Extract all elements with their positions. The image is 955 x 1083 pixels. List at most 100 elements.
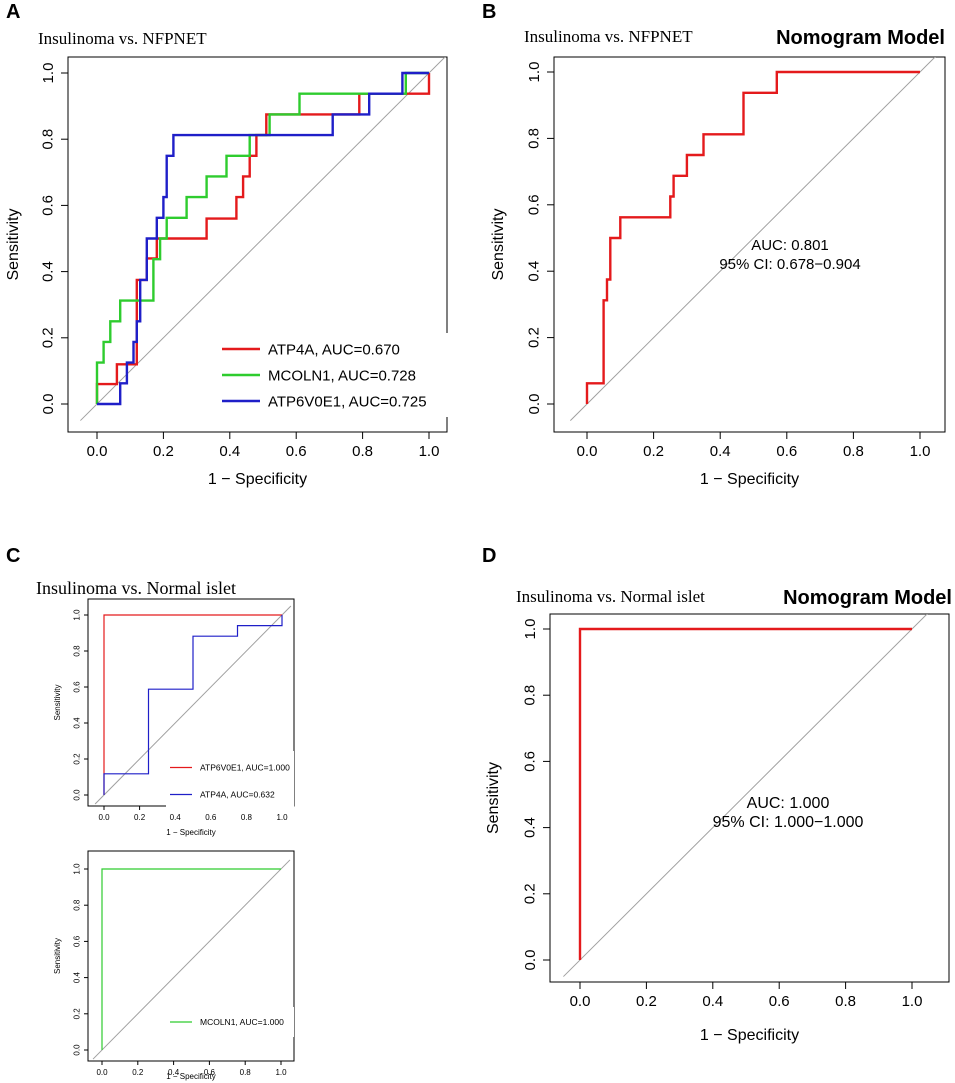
panel-b-x-tick-label: 0.2: [643, 443, 664, 460]
panel-label-c: C: [6, 545, 20, 567]
panel-c2-x-tick-label: 0.6: [204, 1068, 216, 1077]
panel-b-diagonal-line: [569, 57, 936, 421]
panel-c2-y-tick-label: 0.8: [73, 899, 82, 911]
panel-d-auc-annotation: 95% CI: 1.000−1.000: [713, 814, 864, 831]
panel-a-legend-label-mcoln1: MCOLN1, AUC=0.728: [268, 367, 416, 384]
panel-a-series-mcoln1: [95, 71, 429, 404]
panel-b-x-tick-label: 1.0: [910, 443, 931, 460]
panel-b-y-tick-label: 0.4: [526, 261, 543, 282]
panel-d-auc-annotation: AUC: 1.000: [747, 795, 830, 812]
panel-b-x-axis-label: 1 − Specificity: [700, 471, 799, 488]
panel-b-x-tick-label: 0.8: [843, 443, 864, 460]
roc-panel-c-top: Insulinoma vs. Normal islet 0.0 0.0 0.2 0.2 0…: [36, 578, 295, 837]
panel-d-x-tick-label: 0.0: [570, 993, 591, 1010]
panel-a-x-tick-label: 1.0: [419, 443, 440, 460]
panel-c1-y-axis-label: Sensitivity: [53, 684, 62, 720]
panel-a-x-tick-label: 0.0: [87, 443, 108, 460]
panel-d-x-axis-label: 1 − Specificity: [700, 1027, 799, 1044]
panel-d-subtitle: Nomogram Model: [783, 587, 952, 609]
panel-a-legend-label-atp6v0e1: ATP6V0E1, AUC=0.725: [268, 393, 427, 410]
panel-c1-y-tick-label: 0.2: [73, 753, 82, 765]
panel-b-y-axis-label: Sensitivity: [490, 208, 507, 280]
panel-d-x-tick-label: 0.6: [769, 993, 790, 1010]
panel-b-y-tick-label: 0.8: [526, 128, 543, 149]
panel-d-y-tick-label: 0.2: [522, 883, 539, 904]
panel-d-diagonal-line: [563, 614, 928, 977]
panel-a-y-tick-label: 0.4: [40, 261, 57, 282]
panel-c1-legend-label-atp6v0e1: ATP6V0E1, AUC=1.000: [200, 762, 290, 772]
panel-d-y-tick-label: 0.4: [522, 817, 539, 838]
panel-c2-series-mcoln1: [101, 868, 281, 1050]
panel-a-y-tick-label: 0.2: [40, 327, 57, 348]
roc-panel-a: Insulinoma vs. NFPNET 0.0 0.0 0.2 0.2 0.4 0.4 0…: [5, 29, 454, 488]
panel-b-y-tick-label: 0.6: [526, 194, 543, 215]
panel-c1-y-tick-label: 0.8: [73, 645, 82, 657]
panel-c2-y-tick-label: 0.0: [73, 1044, 82, 1056]
panel-c1-y-tick-label: 0.0: [73, 789, 82, 801]
panel-c2-diagonal-line: [92, 859, 291, 1060]
panel-d-x-tick-label: 1.0: [902, 993, 923, 1010]
panel-c2-y-tick-label: 0.6: [73, 935, 82, 947]
panel-b-y-tick-label: 1.0: [526, 62, 543, 83]
panel-a-x-axis-label: 1 − Specificity: [208, 471, 307, 488]
panel-c1-series-atp6v0e1: [103, 614, 282, 795]
panel-c2-y-tick-label: 0.4: [73, 971, 82, 983]
panel-c2-x-axis-label: 1 − Specificity: [166, 1072, 216, 1081]
panel-b-subtitle: Nomogram Model: [776, 27, 945, 49]
panel-b-auc-annotation: AUC: 0.801: [751, 237, 829, 254]
panel-b-x-tick-label: 0.0: [577, 443, 598, 460]
panel-b-x-tick-label: 0.4: [710, 443, 731, 460]
panel-c1-series-atp4a: [103, 615, 283, 795]
panel-label-d: D: [482, 545, 496, 567]
panel-a-y-tick-label: 0.8: [40, 129, 57, 150]
panel-d-x-tick-label: 0.8: [835, 993, 856, 1010]
panel-c2-x-tick-label: 0.2: [132, 1068, 144, 1077]
panel-d-title: Insulinoma vs. Normal islet: [516, 587, 705, 606]
panel-a-diagonal-line: [80, 57, 446, 421]
panel-b-title: Insulinoma vs. NFPNET: [524, 27, 693, 46]
panel-c1-diagonal-line: [94, 605, 292, 805]
panel-c1-legend-label-atp4a: ATP4A, AUC=0.632: [200, 789, 275, 799]
panel-b-plot-frame: [553, 56, 946, 433]
panel-a-x-tick-label: 0.8: [352, 443, 373, 460]
panel-d-x-tick-label: 0.4: [702, 993, 723, 1010]
panel-c2-legend-label-mcoln1: MCOLN1, AUC=1.000: [200, 1017, 284, 1027]
panel-b-series-nomogram: [585, 70, 920, 404]
panel-c1-x-axis-label: 1 − Specificity: [166, 828, 216, 837]
panel-a-y-tick-label: 0.0: [40, 394, 57, 415]
panel-c2-x-tick-label: 1.0: [275, 1068, 287, 1077]
panel-c2-x-tick-label: 0.8: [240, 1068, 252, 1077]
panel-c1-title: Insulinoma vs. Normal islet: [36, 578, 236, 598]
panel-a-x-tick-label: 0.2: [153, 443, 174, 460]
panel-b-y-tick-label: 0.0: [526, 394, 543, 415]
panel-c2-y-axis-label: Sensitivity: [53, 938, 62, 974]
panel-b-y-tick-label: 0.2: [526, 327, 543, 348]
panel-c1-x-tick-label: 0.6: [205, 813, 217, 822]
panel-c1-x-tick-label: 0.4: [170, 813, 182, 822]
panel-a-title: Insulinoma vs. NFPNET: [38, 29, 207, 48]
panel-a-legend-label-atp4a: ATP4A, AUC=0.670: [268, 341, 400, 358]
panel-a-x-tick-label: 0.4: [219, 443, 240, 460]
panel-c1-x-tick-label: 0.2: [134, 813, 146, 822]
panel-c1-y-tick-label: 1.0: [73, 609, 82, 621]
panel-label-a: A: [6, 1, 20, 23]
panel-a-y-tick-label: 1.0: [40, 63, 57, 84]
roc-panel-c-bottom: 0.0 0.0 0.2 0.2 0.4 0.4 0.6 0.6 0.8 0.8 1.0 1.0 1 − …: [53, 850, 295, 1081]
panel-d-y-tick-label: 0.0: [522, 950, 539, 971]
panel-c1-x-tick-label: 1.0: [276, 813, 288, 822]
panel-d-y-tick-label: 0.6: [522, 751, 539, 772]
roc-panel-b: Insulinoma vs. NFPNET Nomogram Model 0.0 0.…: [490, 27, 946, 488]
panel-c1-x-tick-label: 0.8: [241, 813, 253, 822]
panel-d-y-tick-label: 0.8: [522, 685, 539, 706]
panel-d-series-nomogram: [578, 627, 912, 960]
panel-a-x-tick-label: 0.6: [286, 443, 307, 460]
panel-c1-x-tick-label: 0.0: [98, 813, 110, 822]
panel-a-series-atp6v0e1: [97, 71, 429, 406]
panel-c2-y-tick-label: 0.2: [73, 1008, 82, 1020]
roc-panel-d: Insulinoma vs. Normal islet Nomogram Mode…: [485, 587, 952, 1044]
panel-b-auc-annotation: 95% CI: 0.678−0.904: [719, 256, 860, 273]
panel-a-y-axis-label: Sensitivity: [5, 208, 22, 280]
panel-c2-y-tick-label: 1.0: [73, 863, 82, 875]
panel-a-y-tick-label: 0.6: [40, 195, 57, 216]
